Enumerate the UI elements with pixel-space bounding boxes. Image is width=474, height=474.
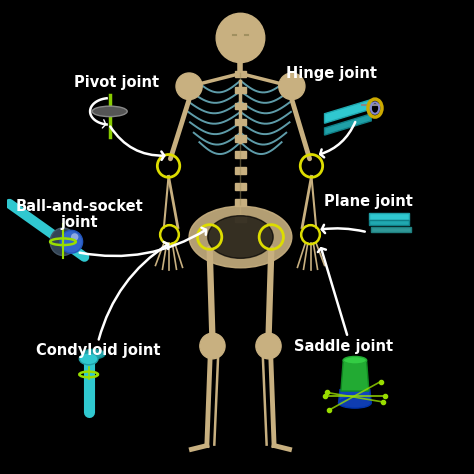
- Bar: [235, 167, 246, 173]
- Ellipse shape: [208, 216, 273, 258]
- Polygon shape: [371, 227, 411, 232]
- Ellipse shape: [338, 398, 371, 408]
- Circle shape: [71, 233, 78, 241]
- Bar: [235, 151, 246, 157]
- Polygon shape: [325, 114, 371, 135]
- Ellipse shape: [92, 106, 127, 117]
- Text: joint: joint: [61, 215, 98, 230]
- Ellipse shape: [50, 228, 76, 255]
- Polygon shape: [341, 360, 369, 391]
- Ellipse shape: [82, 349, 105, 359]
- Text: Plane joint: Plane joint: [325, 194, 413, 209]
- Text: Condyloid joint: Condyloid joint: [36, 343, 160, 358]
- Bar: [235, 87, 246, 93]
- Circle shape: [279, 73, 305, 100]
- Circle shape: [256, 333, 281, 359]
- Text: Ball-and-socket: Ball-and-socket: [16, 199, 143, 214]
- Circle shape: [216, 13, 265, 63]
- Polygon shape: [325, 100, 371, 123]
- Ellipse shape: [189, 206, 292, 268]
- Circle shape: [60, 230, 82, 253]
- Bar: [235, 183, 246, 190]
- Text: Saddle joint: Saddle joint: [294, 338, 393, 354]
- Bar: [235, 71, 246, 77]
- Ellipse shape: [79, 353, 98, 365]
- Ellipse shape: [343, 356, 366, 364]
- Polygon shape: [338, 390, 371, 403]
- Bar: [235, 103, 246, 109]
- Bar: [235, 119, 246, 126]
- Circle shape: [200, 333, 225, 359]
- Circle shape: [176, 73, 202, 100]
- Bar: [235, 199, 246, 206]
- Bar: [235, 215, 246, 222]
- Bar: [235, 135, 246, 142]
- Polygon shape: [369, 213, 409, 220]
- Text: Pivot joint: Pivot joint: [74, 75, 159, 91]
- Polygon shape: [369, 220, 409, 225]
- Text: Hinge joint: Hinge joint: [286, 66, 377, 81]
